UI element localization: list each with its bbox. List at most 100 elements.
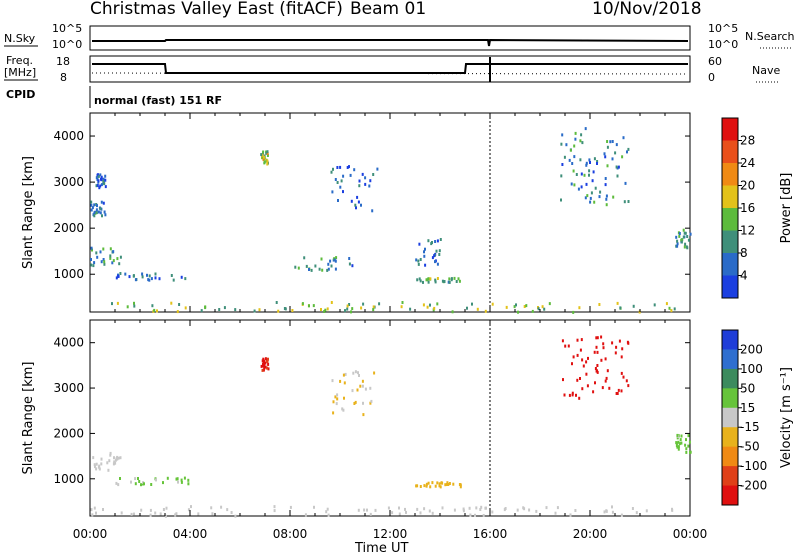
echo-cell <box>308 268 310 271</box>
echo-cell <box>308 304 310 308</box>
echo-cell <box>117 483 120 487</box>
echo-cell <box>466 306 468 310</box>
echo-cell <box>605 197 608 201</box>
power-heatmap-panel: 1000 2000 3000 4000 Slant Range [km] <box>21 112 692 314</box>
echo-cell <box>593 350 596 354</box>
echo-cell <box>678 442 681 446</box>
echo-cell <box>572 310 575 314</box>
colorbar-tick-label: 15 <box>740 401 755 415</box>
echo-cell <box>99 211 102 215</box>
echo-cell <box>675 235 678 239</box>
echo-cell <box>469 513 472 517</box>
echo-region <box>415 238 442 267</box>
echo-cell <box>97 173 99 177</box>
echo-cell <box>593 200 596 204</box>
echo-cell <box>266 162 269 166</box>
colorbar-swatch <box>722 388 738 409</box>
echo-cell <box>96 183 99 187</box>
echo-cell <box>346 304 349 308</box>
echo-cell <box>137 477 139 480</box>
colorbar-tick-label: 200 <box>740 342 763 356</box>
echo-cell <box>632 304 635 308</box>
echo-cell <box>435 249 438 253</box>
echo-cell <box>95 251 98 255</box>
echo-cell <box>104 174 107 178</box>
echo-cell <box>190 505 192 509</box>
echo-cell <box>266 150 269 154</box>
echo-cell <box>133 512 135 516</box>
echo-cell <box>680 240 683 244</box>
echo-cell <box>140 483 142 487</box>
echo-cell <box>120 511 123 515</box>
echo-cell <box>336 393 339 397</box>
colorbar-swatch <box>722 330 738 350</box>
echo-cell <box>439 485 442 489</box>
echo-cell <box>453 508 456 512</box>
echo-cell <box>441 506 444 510</box>
echo-cell <box>91 206 94 210</box>
echo-cell <box>109 256 112 260</box>
echo-cell <box>452 482 455 486</box>
echo-cell <box>419 485 422 488</box>
echo-cell <box>162 508 165 511</box>
echo-cell <box>623 200 626 204</box>
echo-cell <box>609 140 612 144</box>
echo-cell <box>93 203 96 207</box>
echo-cell <box>563 393 566 397</box>
echo-cell <box>561 163 564 166</box>
echo-cell <box>416 507 419 511</box>
echo-cell <box>436 302 439 306</box>
echo-cell <box>154 276 157 280</box>
colorbar-tick-label: 8 <box>740 246 748 260</box>
echo-cell <box>429 277 432 281</box>
echo-cell <box>348 262 351 266</box>
echo-cell <box>234 308 237 312</box>
echo-cell <box>448 280 451 284</box>
echo-cell <box>688 440 691 444</box>
echo-cell <box>187 478 190 482</box>
echo-cell <box>111 261 114 265</box>
echo-cell <box>340 179 343 183</box>
echo-cell <box>418 277 421 281</box>
echo-cell <box>678 234 681 238</box>
echo-cell <box>572 169 575 173</box>
echo-cell <box>99 207 102 211</box>
echo-cell <box>671 507 673 511</box>
echo-cell <box>400 305 403 309</box>
echo-cell <box>333 258 336 262</box>
echo-cell <box>475 506 478 510</box>
echo-cell <box>166 476 169 480</box>
echo-cell <box>571 391 574 395</box>
echo-cell <box>291 309 294 312</box>
echo-cell <box>585 163 588 167</box>
echo-cell <box>119 255 122 259</box>
echo-cell <box>485 506 487 510</box>
echo-cell <box>618 339 621 343</box>
echo-cell <box>336 181 339 184</box>
echo-cell <box>372 173 375 176</box>
echo-cell <box>685 447 688 451</box>
echo-cell <box>91 513 94 517</box>
freq-tick-top: 18 <box>56 55 70 68</box>
y-tick-label: 3000 <box>53 175 84 189</box>
colorbar-swatch <box>722 253 738 276</box>
echo-cell <box>602 342 605 346</box>
echo-cell <box>102 258 105 261</box>
echo-cell <box>600 335 603 339</box>
echo-cell <box>218 308 221 311</box>
echo-cell <box>523 305 526 308</box>
echo-cell <box>277 309 280 313</box>
echo-cell <box>585 360 588 364</box>
echo-cell <box>545 506 548 510</box>
echo-cell <box>427 277 430 281</box>
echo-cell <box>416 484 419 488</box>
echo-cell <box>97 179 100 183</box>
echo-cell <box>98 467 101 471</box>
echo-cell <box>95 467 98 471</box>
echo-cell <box>149 508 152 512</box>
echo-cell <box>516 508 519 512</box>
echo-cell <box>104 178 107 182</box>
echo-cell <box>627 200 630 203</box>
colorbar-tick-label: -100 <box>740 459 767 473</box>
echo-cell <box>184 277 187 281</box>
